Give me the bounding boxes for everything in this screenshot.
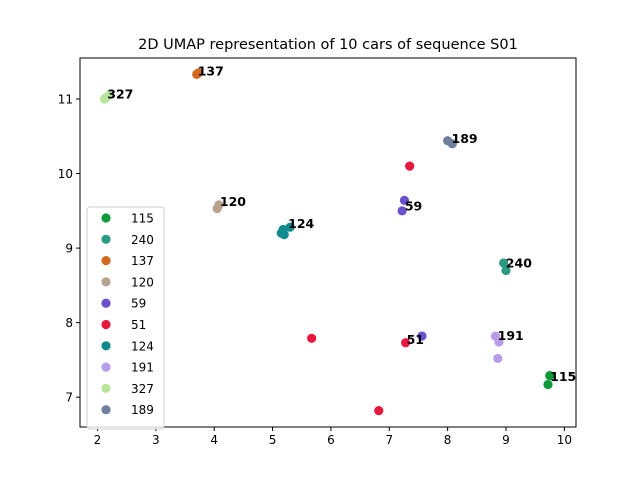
- series-137: [192, 68, 204, 79]
- series-51: [307, 161, 415, 416]
- data-point: [501, 265, 511, 276]
- series-189: [443, 136, 457, 149]
- y-tick-label: 7: [65, 391, 73, 405]
- legend-marker: [101, 341, 111, 351]
- series-124: [276, 222, 295, 240]
- data-point: [214, 200, 224, 210]
- point-annotation: 240: [506, 256, 532, 271]
- legend-marker: [101, 213, 111, 223]
- annotations: 137 327 189 120 124 59 240 51 191 115: [107, 63, 576, 384]
- x-tick-label: 4: [210, 433, 218, 447]
- series-327: [99, 90, 114, 104]
- legend-marker: [101, 405, 111, 415]
- data-point: [399, 195, 410, 205]
- data-point: [374, 406, 384, 416]
- y-tick-label: 11: [58, 93, 73, 107]
- legend-label: 120: [131, 275, 154, 289]
- legend-label: 240: [131, 233, 154, 247]
- data-point: [447, 139, 457, 149]
- point-annotation: 124: [288, 216, 314, 231]
- legend-marker: [101, 298, 111, 308]
- legend-label: 51: [131, 318, 146, 332]
- legend-marker: [101, 383, 111, 393]
- legend-marker: [101, 319, 111, 330]
- point-annotation: 59: [405, 198, 422, 213]
- x-tick-label: 7: [385, 433, 393, 447]
- legend-label: 115: [131, 212, 154, 226]
- point-annotation: 327: [107, 87, 133, 102]
- legend-marker: [101, 234, 111, 244]
- series-59: [397, 195, 427, 341]
- legend-label: 189: [131, 403, 154, 417]
- x-tick-label: 3: [152, 433, 160, 447]
- legend-marker: [101, 277, 111, 287]
- series-120: [212, 200, 224, 214]
- legend-label: 327: [131, 382, 154, 396]
- legend-marker: [101, 362, 111, 372]
- legend-label: 137: [131, 254, 154, 268]
- y-tick-label: 9: [65, 242, 73, 256]
- plot-area: 137 327 189 120 124 59 240 51 191 115: [99, 63, 576, 416]
- data-point: [401, 338, 411, 348]
- data-point: [494, 337, 504, 347]
- data-point: [307, 333, 317, 343]
- legend-label: 59: [131, 297, 146, 311]
- point-annotation: 137: [198, 63, 224, 78]
- x-axis: 2 3 4 5 6 7 8 9 10: [94, 427, 572, 447]
- data-point: [499, 258, 509, 268]
- chart-title: 2D UMAP representation of 10 cars of seq…: [138, 37, 518, 53]
- data-point: [397, 206, 407, 216]
- x-tick-label: 6: [327, 433, 335, 447]
- legend-label: 191: [131, 361, 154, 375]
- series-115: [543, 370, 555, 390]
- axes-frame: [79, 57, 577, 428]
- y-axis: 7 8 9 10 11: [58, 93, 80, 405]
- x-tick-label: 2: [94, 433, 102, 447]
- x-tick-label: 10: [557, 433, 572, 447]
- legend: 115 240 137 120 59 51 124 191 327 189: [86, 206, 165, 430]
- point-annotation: 189: [452, 131, 478, 146]
- point-annotation: 51: [407, 332, 424, 347]
- x-tick-label: 5: [269, 433, 277, 447]
- legend-label: 124: [131, 339, 154, 353]
- x-tick-label: 9: [502, 433, 510, 447]
- data-point: [405, 161, 415, 171]
- data-point: [545, 370, 555, 381]
- legend-marker: [101, 256, 111, 266]
- data-point: [493, 353, 503, 364]
- data-point: [285, 222, 295, 232]
- point-annotation: 115: [550, 369, 576, 384]
- series-191: [490, 331, 504, 364]
- point-annotation: 191: [498, 328, 524, 343]
- x-tick-label: 8: [444, 433, 452, 447]
- data-point: [104, 90, 114, 100]
- data-point: [279, 230, 289, 240]
- y-tick-label: 10: [58, 167, 73, 181]
- data-point: [193, 68, 204, 78]
- series-240: [499, 258, 511, 276]
- point-annotation: 120: [220, 194, 246, 209]
- data-point: [543, 379, 553, 390]
- data-point: [417, 331, 427, 341]
- y-tick-label: 8: [65, 316, 73, 330]
